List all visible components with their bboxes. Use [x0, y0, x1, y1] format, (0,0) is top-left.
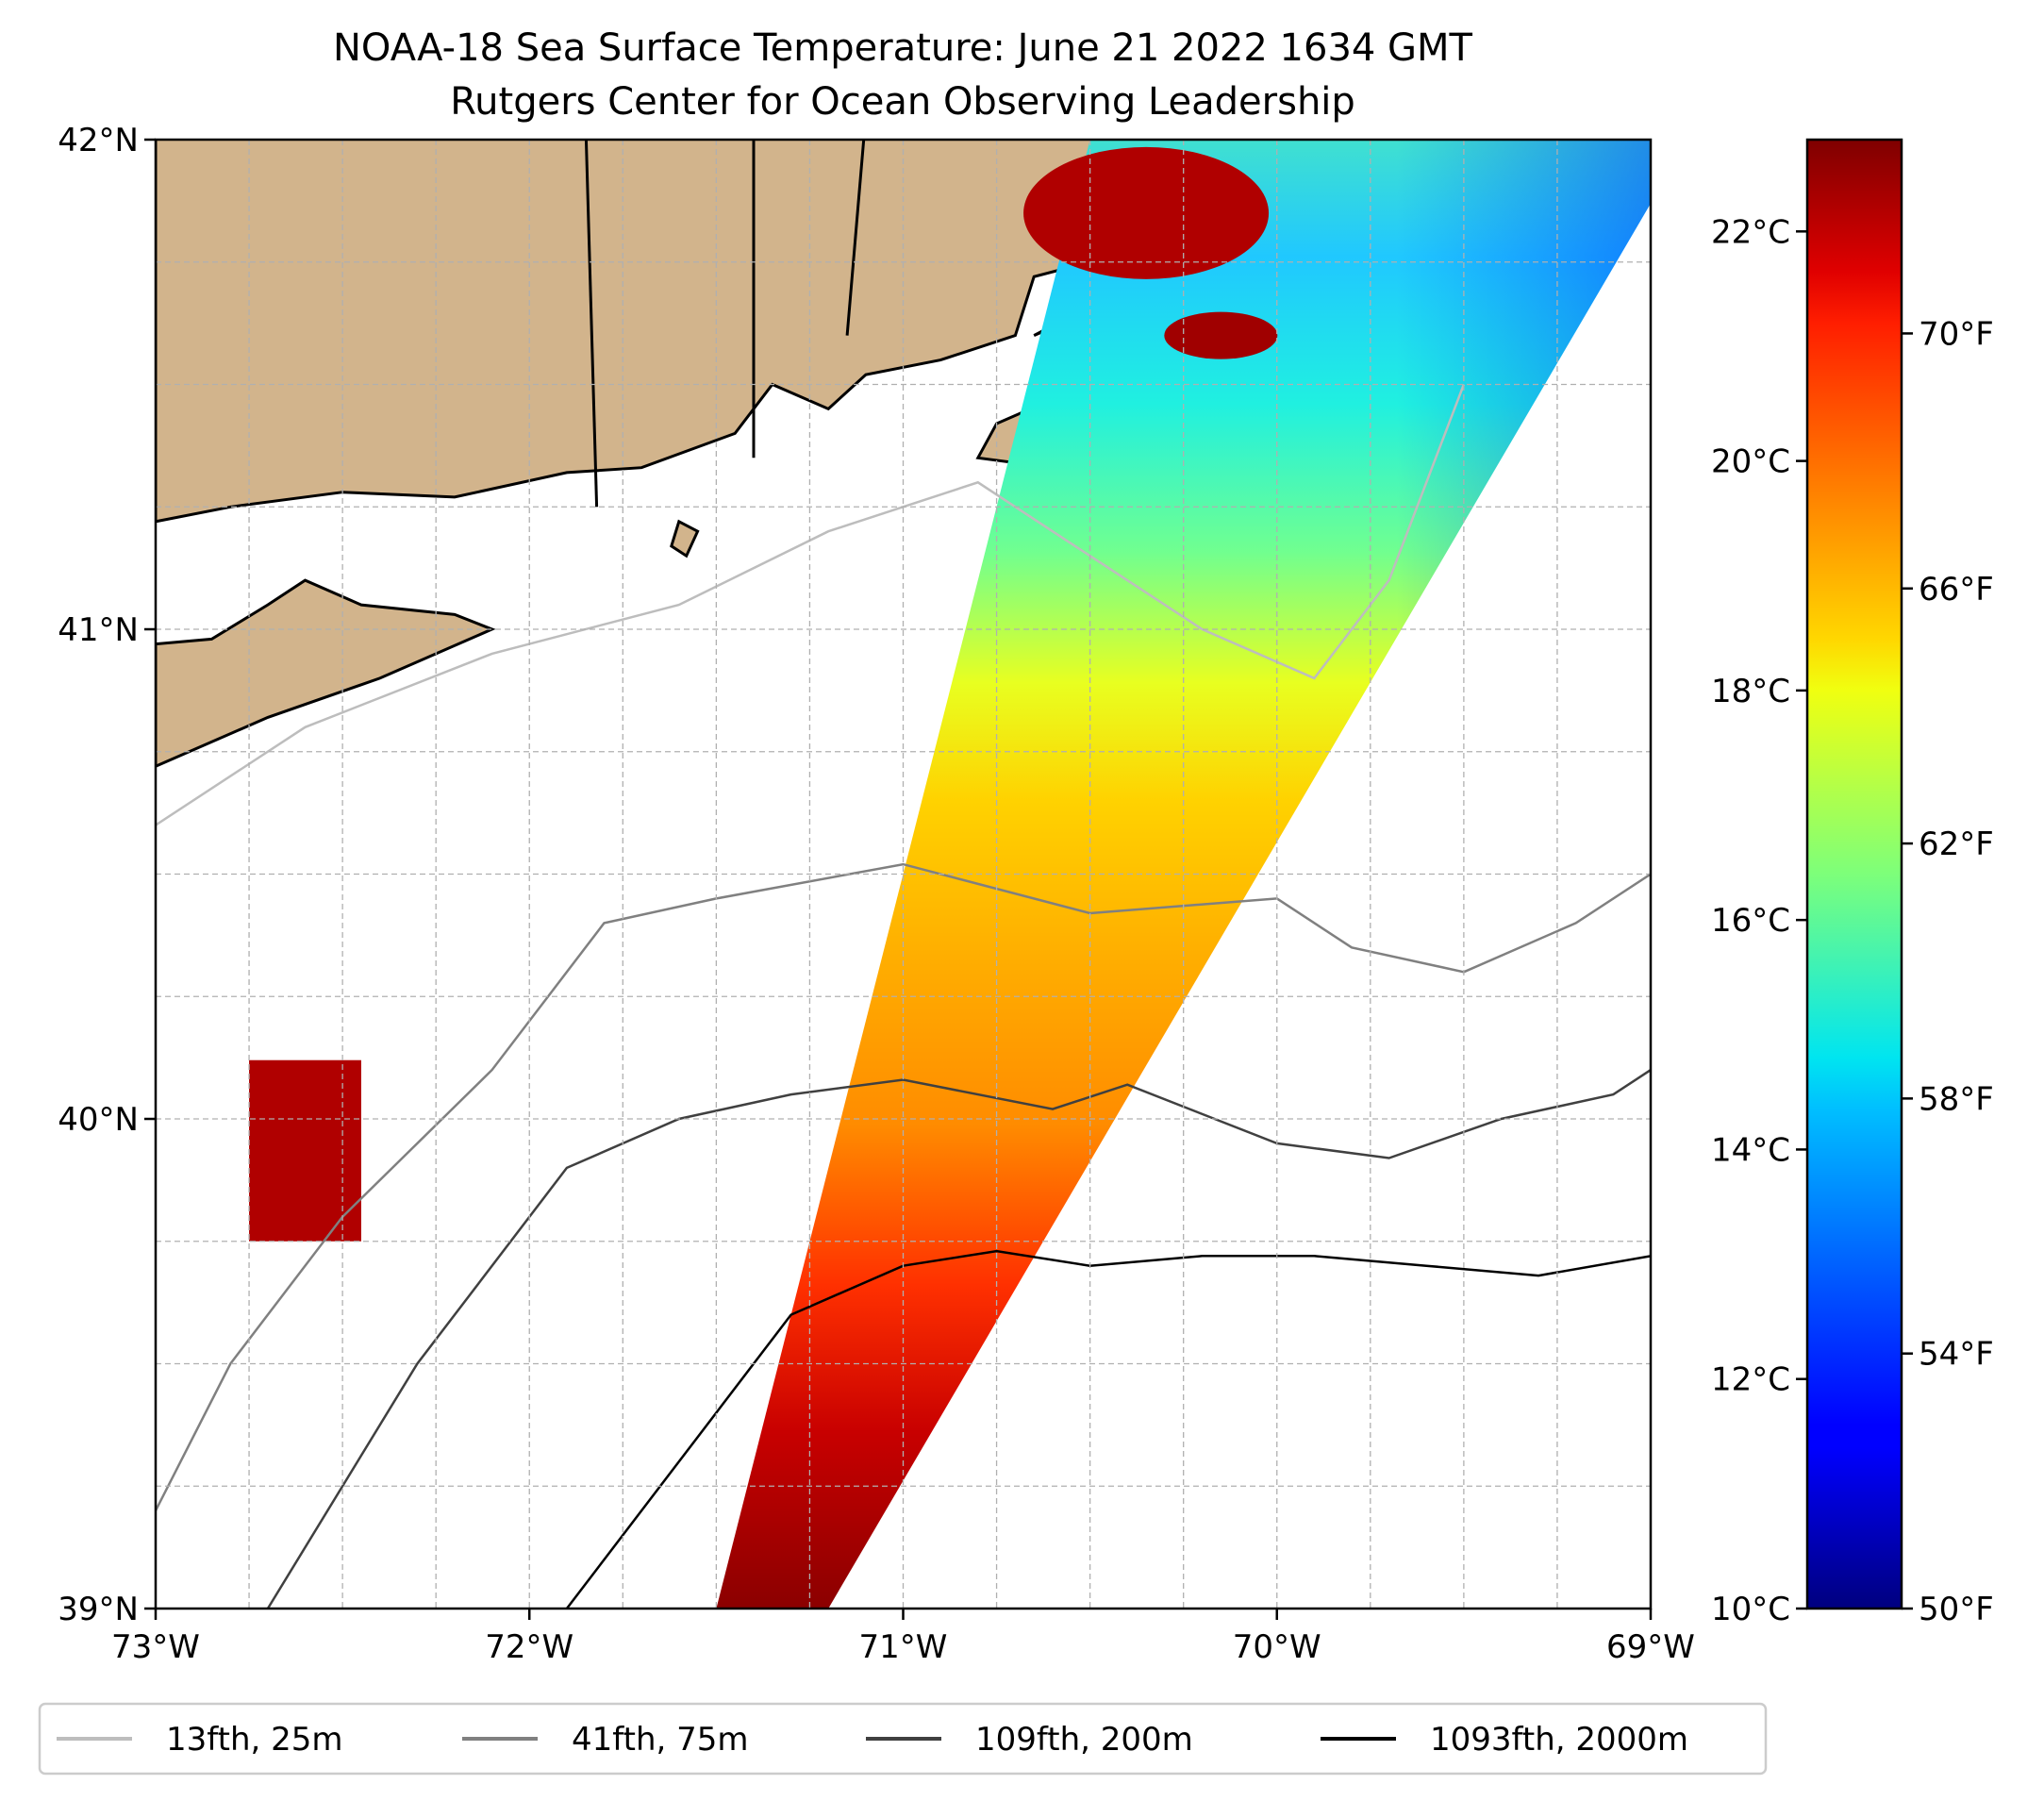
lon-tick-label: 70°W	[1233, 1628, 1321, 1666]
lat-tick-label: 40°N	[58, 1101, 139, 1139]
warm-patch-nantucket-sound	[1164, 311, 1278, 359]
celsius-tick-label: 22°C	[1711, 213, 1790, 251]
fahrenheit-tick-label: 70°F	[1919, 315, 1994, 353]
isobath-25m	[156, 384, 1466, 826]
state-border-ny-ct	[584, 140, 599, 508]
fahrenheit-tick-label: 66°F	[1919, 571, 1994, 609]
celsius-tick-label: 16°C	[1711, 902, 1790, 940]
fahrenheit-tick-label: 54°F	[1919, 1336, 1994, 1374]
land-block-island	[670, 519, 700, 559]
map-gridlines	[156, 140, 1651, 1609]
fahrenheit-tick-label: 50°F	[1919, 1591, 1994, 1628]
warm-patch-cape-cod-bay	[1023, 146, 1270, 279]
fahrenheit-tick-label: 58°F	[1919, 1080, 1994, 1118]
lat-tick-label: 39°N	[58, 1591, 139, 1628]
lat-tick-label: 42°N	[58, 122, 139, 159]
lon-tick-label: 71°W	[859, 1628, 948, 1666]
legend-label: 109fth, 200m	[975, 1721, 1193, 1759]
map-title-line2: Rutgers Center for Ocean Observing Leade…	[450, 80, 1355, 124]
legend-label: 13fth, 25m	[166, 1721, 343, 1759]
legend: 13fth, 25m 41fth, 75m 109fth, 200m 1093fth,…	[38, 1702, 1768, 1776]
legend-label: 1093fth, 2000m	[1430, 1721, 1688, 1759]
colorbar-gradient	[1805, 138, 1903, 1610]
lon-tick-label: 69°W	[1606, 1628, 1695, 1666]
celsius-tick-label: 18°C	[1711, 673, 1790, 710]
celsius-tick-label: 10°C	[1711, 1591, 1790, 1628]
legend-label: 41fth, 75m	[572, 1721, 749, 1759]
colorbar: 10°C 12°C 14°C 16°C 18°C 20°C 22°C 50°F 54°F 58°F…	[1711, 138, 1994, 1628]
map-panel: 73°W 72°W 71°W 70°W 69°W 42°N 41°N 40°N 39°N	[58, 122, 1695, 1666]
fahrenheit-tick-label: 62°F	[1919, 825, 1994, 863]
celsius-tick-label: 14°C	[1711, 1131, 1790, 1169]
state-border-ri-ma	[845, 140, 866, 336]
lat-tick-label: 41°N	[58, 611, 139, 649]
lon-tick-label: 72°W	[485, 1628, 573, 1666]
celsius-tick-label: 12°C	[1711, 1361, 1790, 1399]
map-axis-ticks: 73°W 72°W 71°W 70°W 69°W 42°N 41°N 40°N 39°N	[58, 122, 1695, 1666]
colorbar-ticks: 10°C 12°C 14°C 16°C 18°C 20°C 22°C 50°F 54°F 58°F…	[1711, 213, 1994, 1628]
celsius-tick-label: 20°C	[1711, 443, 1790, 481]
map-title-line1: NOAA-18 Sea Surface Temperature: June 21…	[333, 26, 1473, 70]
isobath-200m	[266, 1069, 1651, 1609]
lon-tick-label: 73°W	[111, 1628, 200, 1666]
